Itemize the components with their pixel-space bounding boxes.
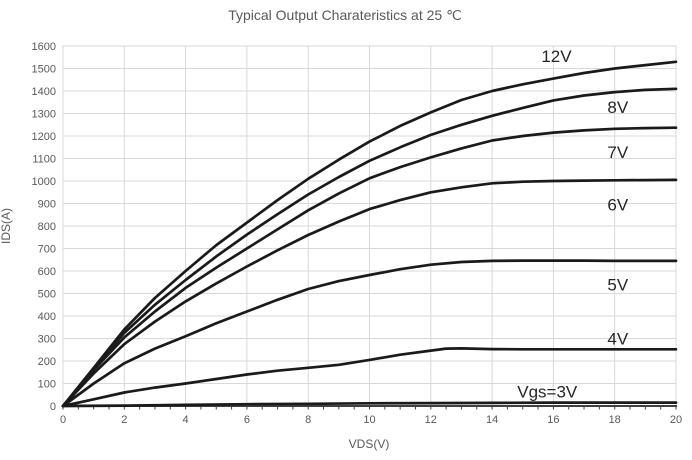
y-tick-label: 1500 — [32, 64, 56, 76]
x-tick-label: 8 — [305, 414, 311, 426]
curve-label-8v: 8V — [607, 98, 628, 117]
x-tick-label: 4 — [183, 414, 189, 426]
curve-vgs-6v — [61, 178, 678, 408]
y-tick-label: 1000 — [32, 176, 56, 188]
x-tick-label: 0 — [60, 414, 66, 426]
y-tick-label: 900 — [38, 199, 56, 211]
y-tick-label: 1200 — [32, 131, 56, 143]
curves — [61, 60, 678, 408]
y-axis-title: IDS(A) — [0, 208, 13, 244]
curve-label-6v: 6V — [607, 196, 628, 215]
curve-label-12v: 12V — [541, 47, 572, 66]
curve-vgs-8v — [61, 87, 678, 408]
x-tick-label: 18 — [609, 414, 621, 426]
chart-title: Typical Output Charateristics at 25 ℃ — [228, 7, 462, 23]
y-tick-label: 100 — [38, 379, 56, 391]
x-tick-label: 2 — [121, 414, 127, 426]
x-tick-label: 6 — [244, 414, 250, 426]
curve-vgs-12v — [61, 60, 678, 408]
y-tick-label: 1600 — [32, 41, 56, 53]
y-tick-label: 1300 — [32, 109, 56, 121]
curve-vgs-5v — [61, 259, 678, 408]
x-tick-label: 14 — [486, 414, 498, 426]
y-tick-label: 500 — [38, 289, 56, 301]
curve-vgs-3v — [61, 401, 678, 408]
y-tick-label: 0 — [50, 401, 56, 413]
curve-label-7v: 7V — [607, 143, 628, 162]
x-axis-title: VDS(V) — [349, 437, 390, 451]
x-tick-label: 20 — [670, 414, 682, 426]
x-tick-label: 10 — [363, 414, 375, 426]
y-tick-label: 1400 — [32, 86, 56, 98]
curve-vgs-7v — [61, 126, 678, 408]
curve-labels: 12V 8V 7V 6V 5V 4V Vgs=3V — [517, 47, 629, 401]
axis-ticks-and-labels: 0100200300400500600700800900100011001200… — [32, 41, 683, 426]
y-tick-label: 700 — [38, 244, 56, 256]
y-tick-label: 600 — [38, 266, 56, 278]
curve-label-5v: 5V — [607, 276, 628, 295]
y-tick-label: 300 — [38, 334, 56, 346]
x-tick-label: 16 — [547, 414, 559, 426]
curve-vgs-4v — [61, 347, 678, 408]
curve-label-vgs-3v: Vgs=3V — [517, 382, 578, 401]
gridlines — [62, 45, 677, 407]
curve-label-4v: 4V — [607, 330, 628, 349]
y-tick-label: 1100 — [32, 154, 56, 166]
y-tick-label: 400 — [38, 311, 56, 323]
y-tick-label: 800 — [38, 221, 56, 233]
y-tick-label: 200 — [38, 356, 56, 368]
x-tick-label: 12 — [425, 414, 437, 426]
